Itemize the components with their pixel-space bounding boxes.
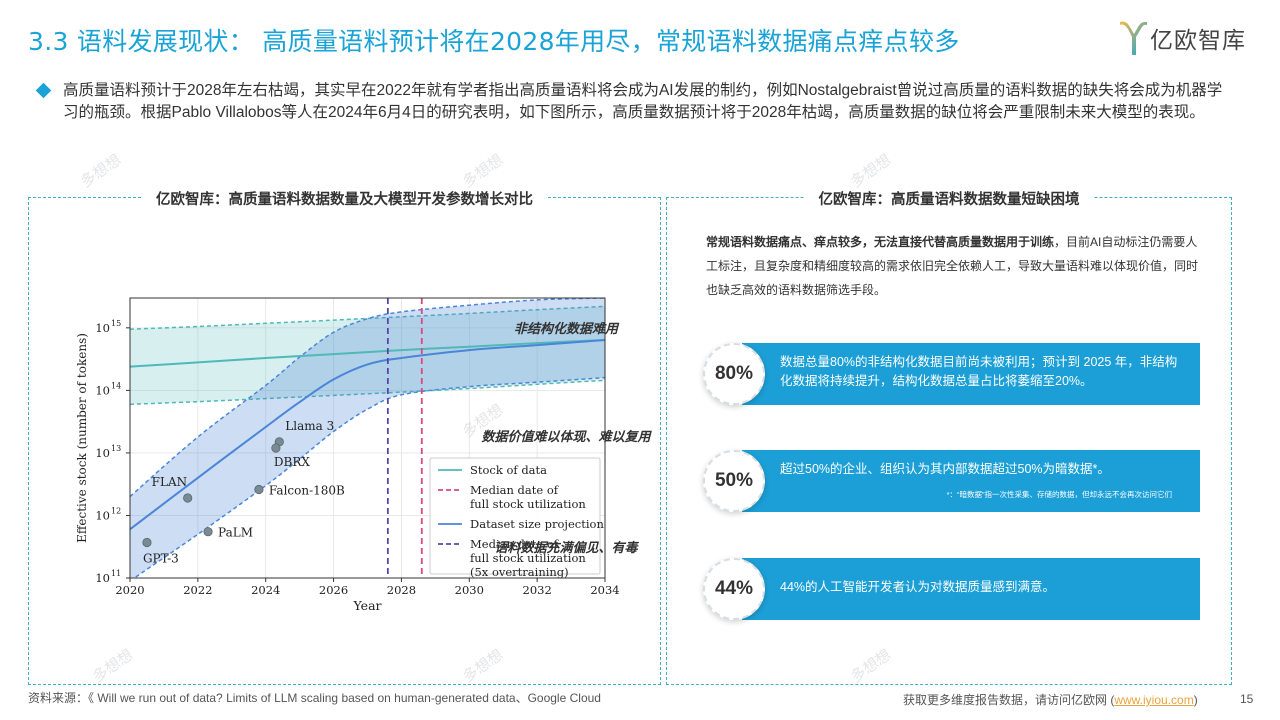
shortage-panel-title: 亿欧智库：高质量语料数据数量短缺困境 bbox=[667, 188, 1231, 209]
model-point bbox=[203, 527, 213, 537]
page-number: 15 bbox=[1240, 692, 1254, 706]
page-title: 3.3 语料发展现状： 高质量语料预计将在2028年用尽，常规语料数据痛点痒点较… bbox=[28, 27, 960, 56]
shortage-description: 常规语料数据痛点、痒点较多，无法直接代替高质量数据用于训练，目前AI自动标注仍需… bbox=[706, 230, 1206, 302]
logo: 亿欧智库 bbox=[1118, 18, 1246, 58]
chart-panel: 亿欧智库：高质量语料数据数量及大模型开发参数增长对比 bbox=[28, 192, 661, 685]
series-band bbox=[130, 298, 605, 578]
legend-label: Median date of bbox=[470, 537, 559, 551]
y-tick-label: 10 bbox=[95, 383, 110, 397]
model-point-label: Llama 3 bbox=[285, 419, 334, 433]
legend-label: Dataset size projection bbox=[470, 517, 604, 531]
legend-label: full stock utilization bbox=[470, 497, 586, 511]
card-text: 44%的人工智能开发者认为对数据质量感到满意。 bbox=[780, 580, 1056, 594]
model-point-label: PaLM bbox=[218, 526, 253, 540]
series-band-upper bbox=[130, 305, 605, 330]
x-axis-label: Year bbox=[353, 598, 382, 613]
legend-box bbox=[429, 457, 601, 575]
y-tick-exponent: 11 bbox=[111, 569, 121, 578]
card-dark-data: 超过50%的企业、组织认为其内部数据超过50%为暗数据*。 *：“暗数据”指一次… bbox=[742, 450, 1200, 512]
card-heading-value: 数据价值难以体现、难以复用 bbox=[481, 429, 651, 444]
series-band-lower bbox=[130, 379, 605, 406]
footer-more-suffix: ) bbox=[1193, 693, 1198, 707]
watermark: 多想想 bbox=[77, 151, 125, 192]
series-line bbox=[130, 339, 605, 531]
series-band-lower bbox=[132, 376, 605, 578]
model-point-label: DBRX bbox=[274, 455, 310, 469]
card-footnote: *：“暗数据”指一次性采集、存储的数据，但却永远不会再次访问它们 bbox=[946, 490, 1172, 499]
plot-frame bbox=[129, 297, 606, 579]
card-heading-bias: 语料数据充满偏见、有毒 bbox=[494, 540, 638, 555]
data-stock-chart: GPT-3 FLAN PaLM Llama 3 DBRX Falcon-180B 2020 2… bbox=[75, 297, 620, 613]
x-tick-label: 2026 bbox=[319, 583, 348, 597]
legend-label: (5x overtraining) bbox=[470, 565, 569, 579]
yiou-logo-icon bbox=[1120, 21, 1147, 55]
footer-more-prefix: 获取更多维度报告数据，请访问亿欧网 ( bbox=[903, 693, 1115, 707]
description-bold: 常规语料数据痛点、痒点较多，无法直接代替高质量数据用于训练 bbox=[706, 235, 1055, 249]
card-heading-unstructured: 非结构化数据难用 bbox=[513, 321, 618, 336]
y-tick-label: 10 bbox=[95, 446, 110, 460]
summary-text: 高质量语料预计于2028年左右枯竭，其实早在2022年就有学者指出高质量语料将会… bbox=[63, 82, 1223, 121]
model-point bbox=[254, 484, 264, 495]
source-note: 资料来源：《 Will we run out of data? Limits o… bbox=[28, 691, 601, 705]
model-point-label: GPT-3 bbox=[143, 551, 179, 565]
model-point bbox=[183, 493, 193, 503]
x-tick-label: 2024 bbox=[251, 583, 280, 597]
watermark: 多想想 bbox=[847, 151, 895, 192]
x-tick-label: 2022 bbox=[183, 583, 212, 597]
x-tick-label: 2032 bbox=[523, 583, 552, 597]
watermark: 多想想 bbox=[459, 151, 507, 192]
model-point bbox=[142, 537, 152, 548]
model-point-label: Falcon-180B bbox=[269, 484, 345, 498]
y-tick-exponent: 14 bbox=[111, 381, 121, 390]
legend-label: Median date of bbox=[470, 483, 559, 497]
y-tick-exponent: 13 bbox=[111, 444, 121, 453]
percent-circle: 80% bbox=[703, 343, 765, 405]
shortage-panel: 亿欧智库：高质量语料数据数量短缺困境 bbox=[666, 192, 1232, 685]
legend-label: full stock utilization bbox=[470, 551, 586, 565]
card-unstructured: 数据总量80%的非结构化数据目前尚未被利用；预计到 2025 年，非结构化数据将… bbox=[742, 343, 1200, 405]
y-tick-label: 10 bbox=[95, 508, 110, 522]
x-tick-label: 2028 bbox=[387, 583, 416, 597]
percent-circle: 44% bbox=[703, 558, 765, 620]
series-line bbox=[130, 339, 605, 368]
x-tick-label: 2034 bbox=[590, 583, 619, 597]
iyiou-link[interactable]: www.iyiou.com bbox=[1114, 693, 1194, 707]
model-point-label: FLAN bbox=[152, 475, 187, 489]
x-tick-label: 2020 bbox=[115, 583, 144, 597]
plot-group bbox=[130, 298, 605, 578]
y-tick-label: 10 bbox=[95, 321, 110, 335]
y-tick-exponent: 15 bbox=[111, 319, 121, 328]
series-band bbox=[130, 306, 605, 405]
y-tick-exponent: 12 bbox=[111, 506, 121, 515]
diamond-bullet-icon bbox=[35, 82, 52, 99]
model-point bbox=[271, 443, 281, 453]
chart-panel-title: 亿欧智库：高质量语料数据数量及大模型开发参数增长对比 bbox=[29, 188, 660, 209]
y-tick-label: 10 bbox=[95, 571, 110, 585]
description-rest: ，目前AI自动标注仍需要人工标注，且复杂度和精细度较高的需求依旧完全依赖人工，导… bbox=[706, 235, 1199, 297]
percent-circle: 50% bbox=[703, 450, 765, 512]
y-axis-label: Effective stock (number of tokens) bbox=[75, 333, 89, 543]
logo-text: 亿欧智库 bbox=[1150, 28, 1246, 54]
card-quality: 44%的人工智能开发者认为对数据质量感到满意。 bbox=[742, 558, 1200, 620]
card-text: 数据总量80%的非结构化数据目前尚未被利用；预计到 2025 年，非结构化数据将… bbox=[780, 355, 1178, 388]
legend-label: Stock of data bbox=[470, 463, 547, 477]
summary-paragraph: 高质量语料预计于2028年左右枯竭，其实早在2022年就有学者指出高质量语料将会… bbox=[35, 80, 1228, 124]
card-text: 超过50%的企业、组织认为其内部数据超过50%为暗数据*。 bbox=[780, 462, 1110, 476]
series-band-upper bbox=[130, 298, 605, 498]
x-tick-label: 2030 bbox=[455, 583, 484, 597]
footer-more: 获取更多维度报告数据，请访问亿欧网 (www.iyiou.com) bbox=[903, 691, 1198, 708]
